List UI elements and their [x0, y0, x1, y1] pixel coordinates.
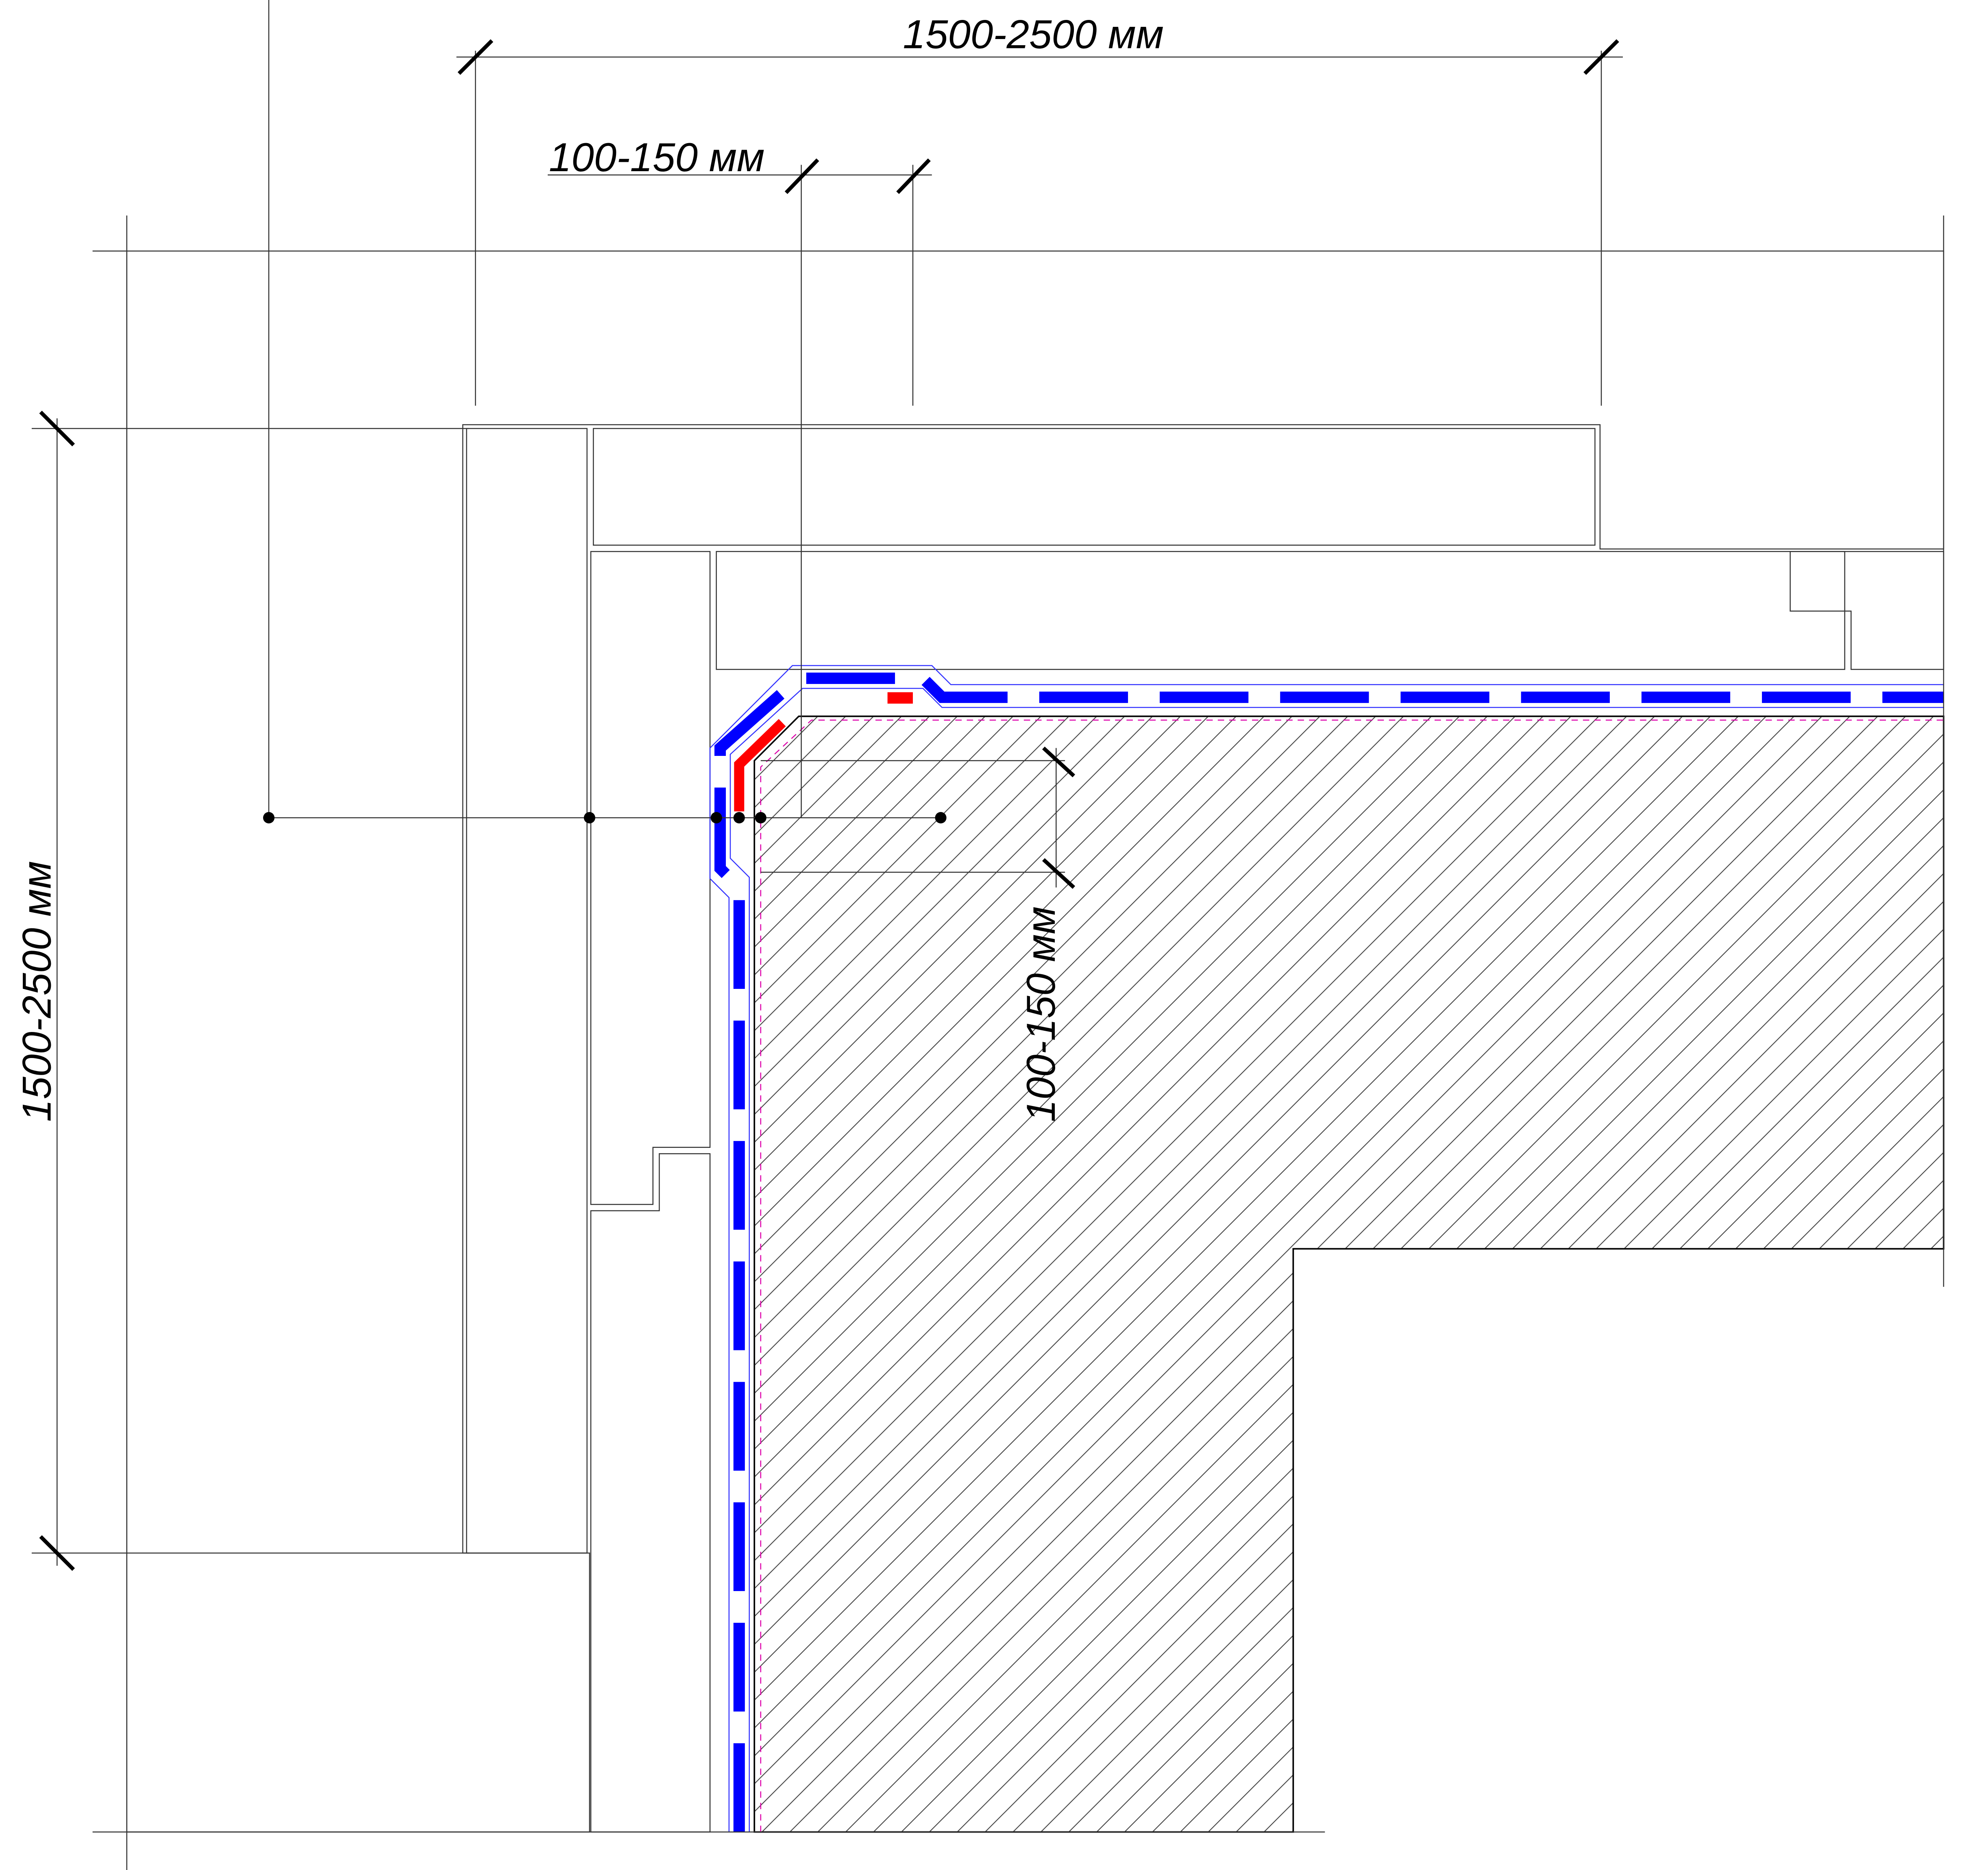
insulation — [716, 551, 1845, 670]
membrane — [760, 719, 1944, 1832]
dimension-label: 100-150 мм — [1019, 906, 1064, 1122]
outline — [729, 688, 1944, 1832]
insulation — [590, 1153, 711, 1833]
dimension-label: 1500-2500 мм — [15, 861, 60, 1122]
waterproofing — [709, 665, 1944, 1832]
dimensions: 1500-2500 мм 100-150 мм 1500-2500 мм 100… — [15, 0, 1944, 1870]
red-layer — [734, 719, 786, 812]
insulation — [592, 428, 1596, 546]
insulation — [466, 428, 588, 1554]
dimension-label: 1500-2500 мм — [903, 12, 1164, 57]
dimension-label: 100-150 мм — [549, 135, 765, 180]
red-layer — [887, 692, 913, 704]
outline — [709, 665, 1944, 1832]
insulation — [1790, 551, 1944, 670]
insulation — [590, 551, 711, 1205]
blue-layer — [714, 673, 1944, 1832]
wall — [753, 715, 1944, 1833]
